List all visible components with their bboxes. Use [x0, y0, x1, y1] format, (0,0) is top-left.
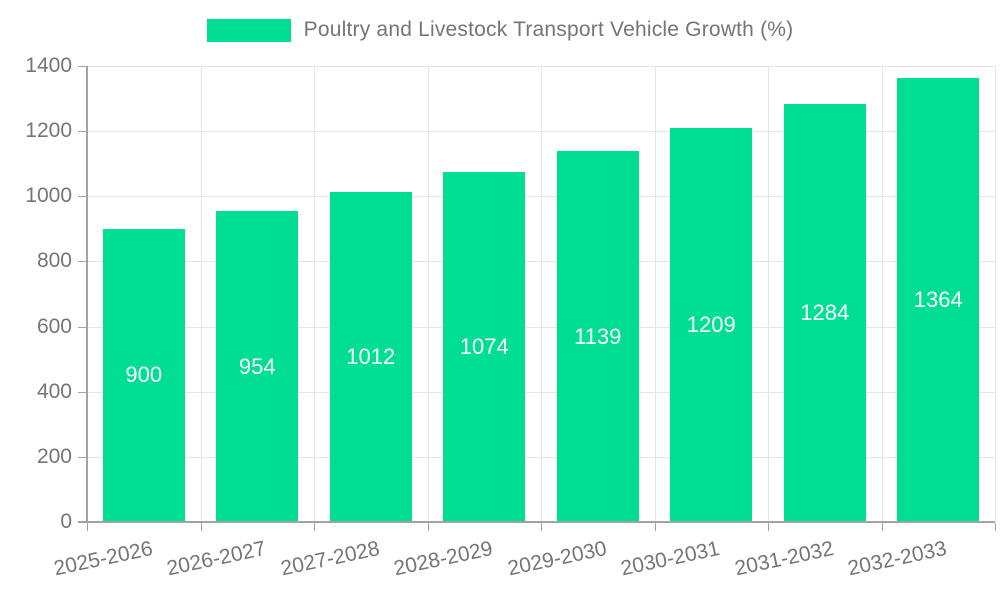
x-axis-tick [200, 523, 202, 531]
y-axis-tick-label: 600 [36, 314, 72, 338]
y-axis-tick [78, 196, 86, 198]
y-axis-tick-label: 0 [60, 510, 72, 533]
bar-value-label: 1139 [574, 323, 622, 349]
x-axis-tick [427, 523, 429, 531]
y-axis-tick [78, 456, 86, 458]
gridline-vertical [995, 66, 996, 522]
bar: 1284 [783, 103, 866, 522]
bar: 1012 [329, 192, 412, 522]
y-axis-tick [78, 326, 86, 328]
legend: Poultry and Livestock Transport Vehicle … [0, 18, 1000, 42]
bar: 900 [102, 228, 185, 522]
y-axis-tick-label: 400 [36, 379, 72, 403]
x-axis-tick [881, 523, 883, 531]
y-axis-tick-label: 1200 [25, 119, 72, 143]
bar-value-label: 900 [125, 362, 163, 388]
gridline-vertical [314, 66, 315, 522]
gridline-vertical [768, 66, 769, 522]
y-axis-tick [78, 66, 86, 67]
y-axis-tick-label: 800 [36, 249, 72, 273]
x-axis-tick [654, 523, 656, 531]
bar: 1139 [556, 151, 639, 522]
gridline-vertical [654, 66, 656, 522]
gridline-vertical [881, 66, 883, 522]
bar: 1074 [443, 172, 526, 522]
gridline-vertical [541, 66, 542, 522]
y-axis-tick-label: 200 [36, 444, 72, 468]
x-axis-tick [314, 523, 315, 531]
y-axis-tick-label: 1000 [25, 184, 72, 208]
y-axis-tick-label: 1400 [25, 54, 72, 77]
gridline-vertical [200, 66, 202, 522]
bar-value-label: 1364 [913, 286, 963, 312]
bar: 1364 [897, 77, 980, 522]
x-axis-tick [541, 523, 542, 531]
x-axis-tick [87, 523, 88, 531]
gridline-vertical [427, 66, 429, 522]
bar: 954 [216, 211, 299, 522]
bar-value-label: 954 [238, 353, 276, 379]
legend-swatch [206, 18, 291, 42]
y-axis-tick [78, 261, 86, 263]
y-axis-tick [78, 391, 86, 393]
bar-value-label: 1074 [459, 334, 509, 360]
x-axis-tick [995, 523, 996, 531]
x-axis-line [78, 521, 995, 523]
bar-value-label: 1284 [800, 299, 850, 325]
y-axis-tick [78, 131, 86, 133]
bar-value-label: 1209 [686, 312, 736, 338]
bar-value-label: 1012 [346, 344, 396, 370]
y-axis-line [86, 66, 88, 522]
plot-area: 0 200 400 600 800 1000 1200 1400 900 954 1012 1074 1… [25, 54, 996, 580]
legend-label: Poultry and Livestock Transport Vehicle … [303, 18, 794, 41]
bar: 1209 [670, 128, 753, 522]
x-axis-tick [768, 523, 769, 531]
